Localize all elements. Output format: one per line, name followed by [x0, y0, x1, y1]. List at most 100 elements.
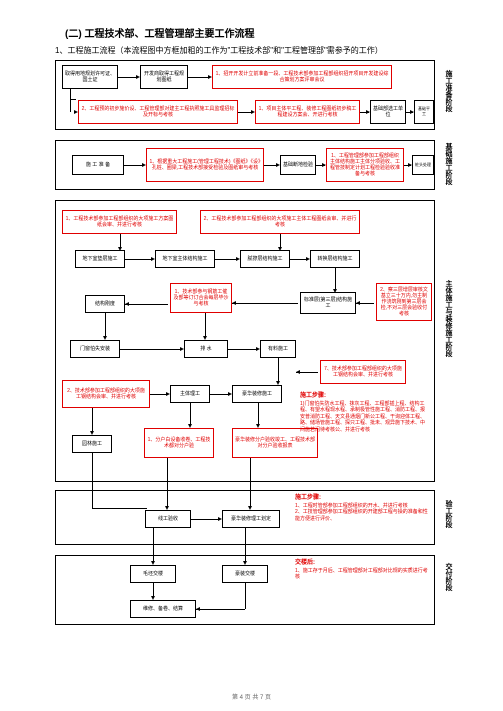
arrow: [70, 89, 71, 99]
box-b16: 地下室主体结构施工: [155, 250, 215, 268]
arrow-head: [251, 110, 255, 114]
box-b23: 门窗怕失安装: [70, 340, 120, 358]
arrow-head: [188, 424, 192, 428]
box-b7: 基础平工: [414, 100, 434, 124]
arrow: [245, 528, 246, 563]
box-b36: 豪装交楼: [222, 565, 268, 583]
note-2-title: 施工步骤:: [295, 495, 430, 503]
box-b8: 施 工 准 备: [72, 155, 124, 175]
arrow: [335, 268, 336, 291]
arrow: [125, 304, 168, 305]
arrow-head: [243, 561, 247, 565]
box-b2: 开发商取得工程规划图纸: [140, 65, 188, 89]
arrow-head: [296, 370, 300, 374]
box-b24: 排 水: [184, 340, 228, 358]
arrow: [92, 508, 147, 509]
box-b33: 线工验收: [145, 510, 191, 528]
arrow: [215, 259, 238, 260]
box-b20: 1、技术部参与钢筋工催及部等订订合会每层毕沙与考核: [170, 283, 232, 313]
note-3-body: 1、施工存于月后、工程管理部对工程部对比规的实质进行考核: [295, 568, 430, 581]
arrow: [232, 303, 298, 304]
box-b14: 2、工程技术部参加工程部组织的大项施工主体工程图纸会审、并进行考核: [200, 210, 360, 234]
note-1-title: 施工步骤:: [300, 393, 428, 401]
box-b28: 豪华装修施工: [232, 385, 282, 403]
phase-label-4: 验工阶段: [443, 500, 453, 528]
box-b3: 1、招开开发计立前准备一段、工程技术部参加工程部组织招开项目开发建设综合策划方案…: [212, 65, 392, 89]
arrow-head: [142, 163, 146, 167]
box-b11: 1、工程管理部参加工程部组织主体结构施工主体分项验收、工程管技制定计划工程检验验…: [326, 148, 404, 182]
box-b34: 豪华装修理工划定: [222, 510, 280, 528]
box-b29: 7、技术部参加工程部组织的大项施工钢结构会审、井进行考核: [320, 360, 406, 384]
box-b13: 1、工程技术部参加工程部组织的大项施工方案图纸会审、并进行考核: [62, 210, 177, 234]
arrow: [228, 349, 258, 350]
note-1-body: 1)门窗怕失防水工程、抹灰工程、工程部插上程、结构工程、有望水程现水程、承制极管…: [300, 401, 428, 434]
arrow-head: [165, 506, 169, 510]
box-b25: 有料施工: [260, 340, 296, 358]
arrow-head: [103, 336, 107, 340]
box-b18: 转换层结构施工: [310, 250, 360, 268]
box-b17: 腻摖层结构施工: [240, 250, 290, 268]
page: (二) 工程技术部、工程管理部主要工作流程 1、工程施工流程（本流程图中方框加粗…: [0, 0, 503, 711]
arrow: [205, 313, 206, 338]
arrow: [92, 453, 93, 508]
arrow: [70, 99, 71, 112]
arrow: [190, 403, 191, 426]
arrow: [120, 349, 182, 350]
box-b9: 1、根据重大工程施工(管理工程技术)《图纸》《设》孔桩、圈梁,工程技术部接受检验…: [146, 148, 264, 182]
phase-label-5: 交付阶段: [443, 563, 453, 591]
note-1: 施工步骤: 1)门窗怕失防水工程、抹灰工程、工程部插上程、结构工程、有望水程现水…: [300, 393, 428, 433]
box-b6: 基础部选工单位: [370, 100, 406, 124]
box-b30: 1、分户白设备收卷、工程技术都对分户验: [144, 428, 214, 458]
arrow-head: [180, 347, 184, 351]
box-b35: 毛坯交楼: [130, 565, 176, 583]
arrow: [191, 519, 220, 520]
arrow: [153, 528, 154, 563]
arrow-head: [410, 110, 414, 114]
phase-label-3: 主体施工与装修施工阶段: [443, 280, 453, 357]
arrow: [196, 609, 245, 610]
note-3-title: 交楼后:: [295, 560, 430, 568]
arrow-head: [218, 517, 222, 521]
arrow-head: [306, 257, 310, 261]
note-2-body: 1、工程时管部参加工程部组织的开水、并进行考核 2、工技管理部参加工程部组织的开…: [295, 503, 430, 523]
arrow: [245, 583, 246, 609]
arrow: [124, 165, 144, 166]
arrow: [167, 458, 168, 508]
note-3: 交楼后: 1、施工存于月后、工程管理部对工程部对比规的实质进行考核: [295, 560, 430, 581]
box-b15: 地下室垫层施工: [75, 250, 125, 268]
note-2: 施工步骤: 1、工程时管部参加工程部组织的开水、并进行考核 2、工技管理部参加工…: [295, 495, 430, 522]
arrow-head: [196, 607, 200, 611]
box-b27: 主体理工: [170, 385, 210, 403]
box-b12: 桩头处理: [412, 155, 434, 175]
arrow-head: [278, 247, 282, 251]
arrow-head: [136, 75, 140, 79]
arrow: [92, 408, 93, 433]
arrow-head: [118, 247, 122, 251]
arrow-head: [90, 431, 94, 435]
box-b19: 结构刚度: [85, 295, 125, 313]
phase-label-2: 基础施工阶段: [443, 143, 453, 185]
phase-label-1: 施工准备阶段: [443, 70, 453, 112]
arrow-head: [151, 596, 155, 600]
box-b4: 2、工程预的初步施价设、工程管理部对建主工程执照施工具监理招标及开标与考核: [78, 100, 238, 124]
arrow-head: [356, 301, 360, 305]
box-b5: 1、项目主体平工程、装修工程图纸初步稿工程建设方案会、开进行考核: [255, 100, 360, 124]
box-b1: 取得用地规划许可证、国土证: [62, 65, 118, 89]
arrow-head: [228, 392, 232, 396]
arrow: [278, 358, 279, 383]
arrow-head: [208, 75, 212, 79]
box-b10: 基础断地检验: [280, 155, 316, 175]
arrow-head: [276, 163, 280, 167]
box-b26: 2、技术部参加工程部组织的大项施工钢结构会审、井进行考核: [62, 380, 150, 408]
arrow-head: [203, 336, 207, 340]
arrow-head: [366, 110, 370, 114]
arrow-head: [276, 381, 280, 385]
arrow: [105, 313, 106, 338]
arrow-head: [151, 561, 155, 565]
arrow: [250, 458, 251, 508]
arrow: [125, 259, 153, 260]
main-title: (二) 工程技术部、工程管理部主要工作流程: [65, 25, 254, 40]
arrow-head: [232, 301, 236, 305]
page-footer: 第 4 页 共 7 页: [0, 692, 503, 701]
box-b22: 2、察三层增层审核文基立三十万内,勿主制作浇筑刚到第三层会检,不对三层会验收付考…: [376, 283, 432, 321]
